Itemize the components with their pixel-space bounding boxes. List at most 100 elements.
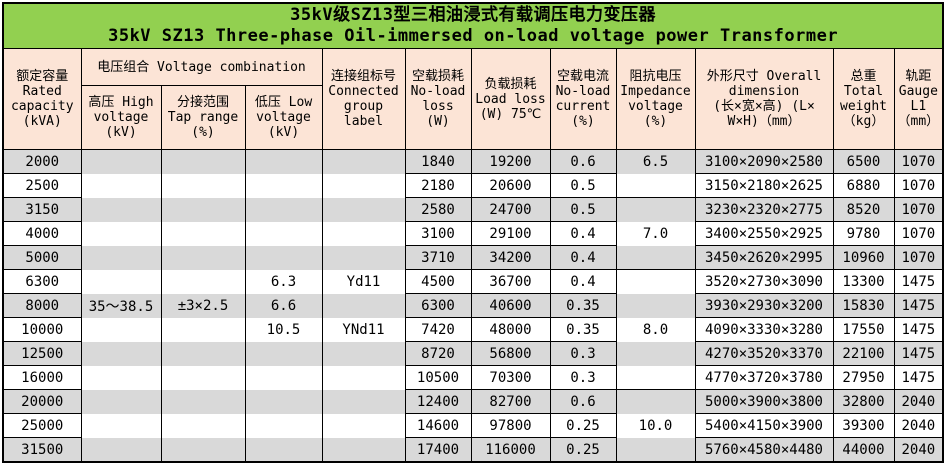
- cell-impedance: [615, 197, 696, 222]
- cell-weight: 15830: [832, 293, 895, 318]
- cell-group: [321, 389, 406, 414]
- cell-lv: [244, 413, 323, 438]
- cell-group: [321, 437, 406, 463]
- table-row-31500: 31500 17400 116000 0.25 5760×4580×4480 44000 2…: [2, 437, 944, 463]
- cell-current: 0.6: [549, 389, 617, 414]
- cell-group: [321, 221, 406, 246]
- col-header-impedance-voltage: 阻抗电压 Impedance voltage (%): [615, 48, 696, 150]
- cell-capacity: 3150: [2, 197, 82, 222]
- cell-weight: 6500: [832, 149, 895, 174]
- cell-impedance: [615, 269, 696, 294]
- cell-gauge: 1475: [893, 317, 944, 342]
- cell-gauge: 1070: [893, 173, 944, 198]
- cell-noload: 10500: [404, 365, 472, 390]
- cell-hv: [80, 437, 162, 463]
- cell-group: [321, 413, 406, 438]
- cell-capacity: 2500: [2, 173, 82, 198]
- cell-dim: 5760×4580×4480: [694, 437, 834, 463]
- cell-gauge: 1475: [893, 269, 944, 294]
- cell-dim: 3450×2620×2995: [694, 245, 834, 270]
- cell-noload: 1840: [404, 149, 472, 174]
- col-header-high-voltage: 高压 High voltage (kV): [80, 85, 162, 150]
- cell-weight: 39300: [832, 413, 895, 438]
- cell-impedance: [615, 245, 696, 270]
- cell-lv: 6.6: [244, 293, 323, 318]
- cell-lv: [244, 341, 323, 366]
- cell-current: 0.5: [549, 173, 617, 198]
- cell-gauge: 1070: [893, 221, 944, 246]
- cell-load: 97800: [470, 413, 551, 438]
- cell-impedance: [615, 341, 696, 366]
- cell-load: 36700: [470, 269, 551, 294]
- cell-dim: 4770×3720×3780: [694, 365, 834, 390]
- cell-tap: [160, 437, 246, 463]
- cell-load: 116000: [470, 437, 551, 463]
- cell-capacity: 31500: [2, 437, 82, 463]
- cell-dim: 3100×2090×2580: [694, 149, 834, 174]
- cell-dim: 3150×2180×2625: [694, 173, 834, 198]
- cell-hv: [80, 389, 162, 414]
- cell-hv: [80, 221, 162, 246]
- cell-group: [321, 245, 406, 270]
- cell-weight: 8520: [832, 197, 895, 222]
- cell-dim: 3520×2730×3090: [694, 269, 834, 294]
- cell-tap: [160, 221, 246, 246]
- cell-hv: [80, 269, 162, 294]
- cell-noload: 3100: [404, 221, 472, 246]
- cell-dim: 4270×3520×3370: [694, 341, 834, 366]
- cell-current: 0.35: [549, 293, 617, 318]
- cell-hv: [80, 245, 162, 270]
- cell-capacity: 6300: [2, 269, 82, 294]
- cell-gauge: 1475: [893, 293, 944, 318]
- cell-group: [321, 293, 406, 318]
- cell-impedance: [615, 365, 696, 390]
- cell-capacity: 2000: [2, 149, 82, 174]
- cell-group: [321, 365, 406, 390]
- cell-capacity: 5000: [2, 245, 82, 270]
- cell-impedance: 6.5: [615, 149, 696, 174]
- cell-capacity: 8000: [2, 293, 82, 318]
- cell-lv: [244, 197, 323, 222]
- cell-tap: [160, 413, 246, 438]
- cell-gauge: 1070: [893, 197, 944, 222]
- cell-hv: 35～38.5: [80, 293, 162, 318]
- cell-lv: [244, 389, 323, 414]
- table-row-20000: 20000 12400 82700 0.6 5000×3900×3800 32800 204…: [2, 389, 944, 414]
- col-header-connected-group: 连接组标号 Connected group label: [321, 48, 406, 150]
- cell-noload: 3710: [404, 245, 472, 270]
- header-row-1: 额定容量 Rated capacity (kVA) 电压组合 Voltage c…: [2, 47, 944, 150]
- cell-lv: [244, 245, 323, 270]
- cell-impedance: [615, 293, 696, 318]
- cell-group: [321, 149, 406, 174]
- cell-lv: [244, 365, 323, 390]
- cell-gauge: 2040: [893, 437, 944, 463]
- cell-load: 40600: [470, 293, 551, 318]
- cell-load: 24700: [470, 197, 551, 222]
- table-title: 35kV级SZ13型三相油浸式有载调压电力变压器 35kV SZ13 Three…: [2, 2, 944, 49]
- table-row-3150: 3150 2580 24700 0.5 3230×2320×2775 8520 1070: [2, 197, 944, 222]
- title-row: 35kV级SZ13型三相油浸式有载调压电力变压器 35kV SZ13 Three…: [2, 2, 944, 49]
- cell-impedance: 10.0: [615, 413, 696, 438]
- cell-group: YNd11: [321, 317, 406, 342]
- cell-capacity: 4000: [2, 221, 82, 246]
- cell-noload: 2180: [404, 173, 472, 198]
- col-header-voltage-combination: 电压组合 Voltage combination: [80, 47, 323, 87]
- cell-load: 29100: [470, 221, 551, 246]
- cell-gauge: 2040: [893, 389, 944, 414]
- table-row-10000: 10000 10.5 YNd11 7420 48000 0.35 8.0 4090×3330×…: [2, 317, 944, 342]
- cell-load: 82700: [470, 389, 551, 414]
- cell-impedance: [615, 389, 696, 414]
- cell-weight: 13300: [832, 269, 895, 294]
- cell-capacity: 25000: [2, 413, 82, 438]
- cell-load: 70300: [470, 365, 551, 390]
- cell-dim: 4090×3330×3280: [694, 317, 834, 342]
- cell-capacity: 10000: [2, 317, 82, 342]
- col-header-low-voltage: 低压 Low voltage (kV): [244, 85, 323, 150]
- cell-dim: 5400×4150×3900: [694, 413, 834, 438]
- cell-lv: 6.3: [244, 269, 323, 294]
- cell-impedance: [615, 173, 696, 198]
- cell-hv: [80, 173, 162, 198]
- cell-noload: 17400: [404, 437, 472, 463]
- cell-weight: 9780: [832, 221, 895, 246]
- cell-impedance: [615, 437, 696, 463]
